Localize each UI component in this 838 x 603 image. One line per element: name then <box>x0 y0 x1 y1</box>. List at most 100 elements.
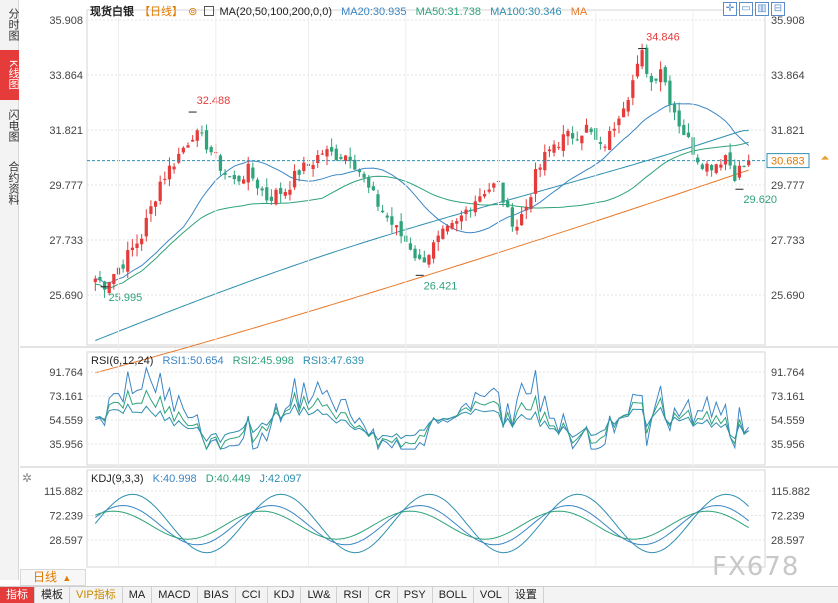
candle-body <box>649 75 653 83</box>
ma-params: MA(20,50,100,200,0,0) <box>219 6 332 18</box>
chevron-up-icon: ▲ <box>62 573 72 583</box>
annotation-low: 26.421 <box>424 280 458 292</box>
candle-body <box>255 179 260 189</box>
candle-body <box>167 165 172 180</box>
price-tick-left: 31.821 <box>49 125 83 137</box>
tab-vol[interactable]: VOL <box>474 587 509 603</box>
candle-body <box>218 155 223 171</box>
candle-body <box>297 170 301 175</box>
candle-body <box>380 210 385 213</box>
pan-icon[interactable]: ▥ <box>755 2 769 16</box>
candle-body <box>140 238 144 245</box>
tab-kdj[interactable]: KDJ <box>268 587 302 603</box>
tab-lw[interactable]: LW& <box>301 587 338 603</box>
candle-body <box>617 118 621 126</box>
kdj-d-line <box>95 510 749 540</box>
zoom-in-icon[interactable]: ✛ <box>723 2 737 16</box>
candle-body <box>316 155 320 164</box>
sidebar-tab-kline-chart[interactable]: K线图 <box>0 50 19 100</box>
ma200-line <box>95 169 749 374</box>
candle-body <box>455 221 459 224</box>
candle-body <box>431 242 436 259</box>
candle-body <box>399 221 403 237</box>
kdj-settings-icon[interactable]: ✲ <box>22 471 33 485</box>
period-tag: 【日线】 <box>139 6 184 18</box>
annotation-high: 32.488 <box>197 95 231 107</box>
candle-body <box>654 78 658 81</box>
sidebar-tab-time-chart[interactable]: 分时图 <box>7 7 19 41</box>
chart-area[interactable]: 35.908 35.908 33.864 33.864 31.821 31.821 29.7… <box>20 0 838 570</box>
chart-toolbar: ✛ ▭ ▥ ⊟ <box>723 2 785 16</box>
candle-body <box>413 248 417 259</box>
watermark-logo: FX678 <box>712 552 800 582</box>
candle-body <box>538 167 542 170</box>
rsi1-line <box>95 365 750 451</box>
candle-body <box>121 264 125 269</box>
candle-body <box>561 134 565 151</box>
candle-body <box>251 167 255 179</box>
price-tick-left: 27.733 <box>49 235 83 247</box>
settings-icon[interactable]: ⊚ <box>188 6 198 18</box>
candle-body <box>288 189 292 195</box>
candle-body <box>645 47 649 74</box>
tab-cci[interactable]: CCI <box>236 587 268 603</box>
candle-body <box>589 128 593 133</box>
candle-body <box>209 146 213 153</box>
period-selector[interactable]: 日线 ▲ <box>20 569 86 586</box>
current-price-tag <box>766 153 810 169</box>
sidebar-tab-flash-chart[interactable]: 闪电图 <box>7 108 19 142</box>
candle-body <box>436 235 440 243</box>
candle-body <box>742 165 746 167</box>
candle-body <box>158 181 162 201</box>
candle-body <box>228 176 232 178</box>
sidebar: 分时图 K线图 闪电图 合约资料 <box>0 0 19 580</box>
candle-body <box>330 147 334 152</box>
candle-body <box>93 278 97 283</box>
candle-body <box>371 186 375 191</box>
tab-rsi[interactable]: RSI <box>337 587 369 603</box>
ma-checkbox-icon[interactable] <box>204 6 215 16</box>
candle-body <box>580 135 584 144</box>
ma20-line <box>95 103 750 284</box>
tab-template[interactable]: 模板 <box>35 587 70 603</box>
tab-bias[interactable]: BIAS <box>198 587 236 603</box>
tab-macd[interactable]: MACD <box>152 587 198 603</box>
candle-body <box>107 282 111 294</box>
candle-body <box>612 128 616 131</box>
candle-body <box>608 131 612 150</box>
kdj-j-line <box>94 493 750 554</box>
tab-settings[interactable]: 设置 <box>509 587 544 603</box>
tab-vip-indicators[interactable]: VIP指标 <box>70 587 123 603</box>
candle-body <box>274 189 278 205</box>
candle-body <box>520 214 524 226</box>
price-tick-right: 27.733 <box>771 235 805 247</box>
tab-psy[interactable]: PSY <box>398 587 433 603</box>
candle-body <box>696 157 700 163</box>
candle-body <box>598 142 603 144</box>
candle-body <box>524 206 528 211</box>
kdj-tick-left: 115.882 <box>44 486 83 498</box>
tab-boll[interactable]: BOLL <box>433 587 474 603</box>
candle-body <box>246 163 250 183</box>
candle-body <box>181 147 185 153</box>
candle-body <box>163 178 167 180</box>
zoom-out-icon[interactable]: ▭ <box>739 2 753 16</box>
rsi1-value: RSI1:50.654 <box>162 355 224 367</box>
tab-ma[interactable]: MA <box>123 587 153 603</box>
tab-indicators[interactable]: 指标 <box>0 587 35 603</box>
price-tick-right: 35.908 <box>771 15 805 27</box>
fullscreen-icon[interactable]: ⊟ <box>771 2 785 16</box>
candle-body <box>390 216 394 225</box>
price-tick-right: 25.690 <box>771 290 805 302</box>
sidebar-tab-contract-info[interactable]: 合约资料 <box>7 161 19 205</box>
candle-body <box>737 165 742 178</box>
j-value: J:42.097 <box>259 473 302 485</box>
rsi3-line <box>95 403 749 444</box>
candle-body <box>700 164 704 169</box>
kdj-tick-right: 115.882 <box>771 486 810 498</box>
panel-frame-1 <box>86 351 766 466</box>
annotation-low: 25.995 <box>109 292 143 304</box>
candle-body <box>362 173 366 178</box>
tab-cr[interactable]: CR <box>369 587 398 603</box>
candle-body <box>677 110 681 127</box>
